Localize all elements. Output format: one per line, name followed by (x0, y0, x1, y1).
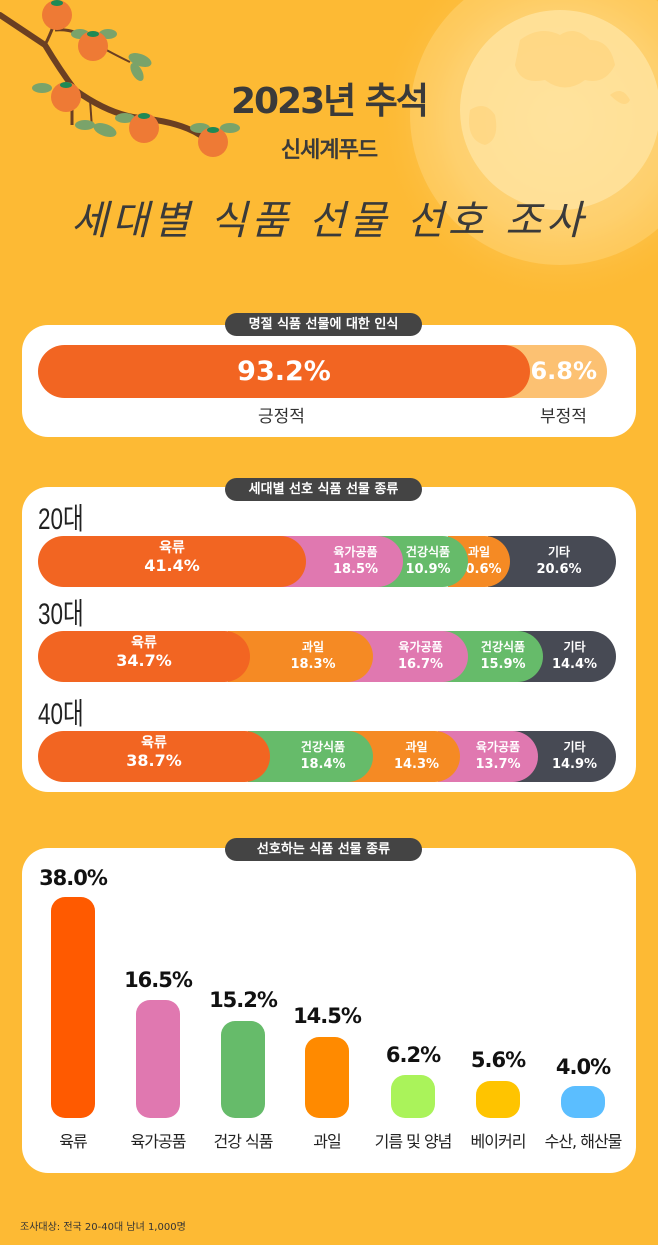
bar-label: 과일 (313, 1132, 341, 1151)
title-year: 2023년 추석 (230, 81, 429, 122)
bar-seafood (561, 1086, 605, 1118)
bar-value: 15.2% (209, 988, 278, 1012)
segment-processed-meat: 육가공품 13.7% (438, 731, 538, 782)
generation-label-30s: 30대 (38, 598, 84, 631)
segment-meat: 육류 41.4% (38, 536, 306, 587)
brand-name: 신세계푸드 (280, 138, 378, 163)
generation-label-40s: 40대 (38, 698, 84, 731)
stacked-bar-30s: 기타 14.4% 건강식품 15.9% 육가공품 16.7% 과일 18.3% 육류 34… (38, 631, 616, 682)
persimmon-branch-icon (0, 0, 240, 157)
survey-note: 조사대상: 전국 20-40대 남녀 1,000명 (20, 1222, 186, 1233)
header-illustration: 2023년 추석 신세계푸드 세대별 식품 선물 선호 조사 (0, 0, 658, 300)
stacked-bar-40s: 기타 14.9% 육가공품 13.7% 과일 14.3% 건강식품 18.4% 육류 38… (38, 731, 616, 782)
bar-label: 베이커리 (470, 1132, 527, 1151)
bar-label: 육가공품 (130, 1132, 187, 1151)
moon-icon (375, 0, 658, 300)
negative-label: 부정적 (540, 407, 587, 427)
bar-label: 육류 (59, 1132, 87, 1151)
bar-label: 건강 식품 (213, 1132, 274, 1151)
positive-bar: 93.2% (38, 345, 530, 398)
bar-fruit (305, 1037, 349, 1118)
bar-meat (51, 897, 95, 1118)
segment-fruit: 과일 18.3% (228, 631, 373, 682)
bar-value: 14.5% (293, 1004, 362, 1028)
stacked-bar-20s: 기타 20.6% 과일 10.6% 건강식품 10.9% 육가공품 18.5% 육류 41… (38, 536, 616, 587)
generation-label-20s: 20대 (38, 503, 84, 536)
bar-value: 4.0% (555, 1055, 611, 1079)
bar-value: 38.0% (39, 866, 108, 890)
bar-value: 6.2% (385, 1043, 441, 1067)
section-badge-generation: 세대별 선호 식품 선물 종류 (225, 478, 422, 501)
bar-processed-meat (136, 1000, 180, 1118)
bar-bakery (476, 1081, 520, 1118)
segment-meat: 육류 38.7% (38, 731, 270, 782)
bar-value: 16.5% (124, 968, 193, 992)
bar-label: 수산, 해산물 (544, 1132, 623, 1151)
preference-card (22, 848, 636, 1173)
bar-value: 5.6% (470, 1048, 526, 1072)
segment-meat: 육류 34.7% (38, 631, 250, 682)
section-badge-perception: 명절 식품 선물에 대한 인식 (225, 313, 422, 336)
bar-oil-seasoning (391, 1075, 435, 1118)
section-badge-preference: 선호하는 식품 선물 종류 (225, 838, 422, 861)
bar-label: 기름 및 양념 (374, 1132, 453, 1151)
page-title: 세대별 식품 선물 선호 조사 (71, 198, 587, 244)
bar-health (221, 1021, 265, 1118)
positive-label: 긍정적 (258, 407, 305, 427)
